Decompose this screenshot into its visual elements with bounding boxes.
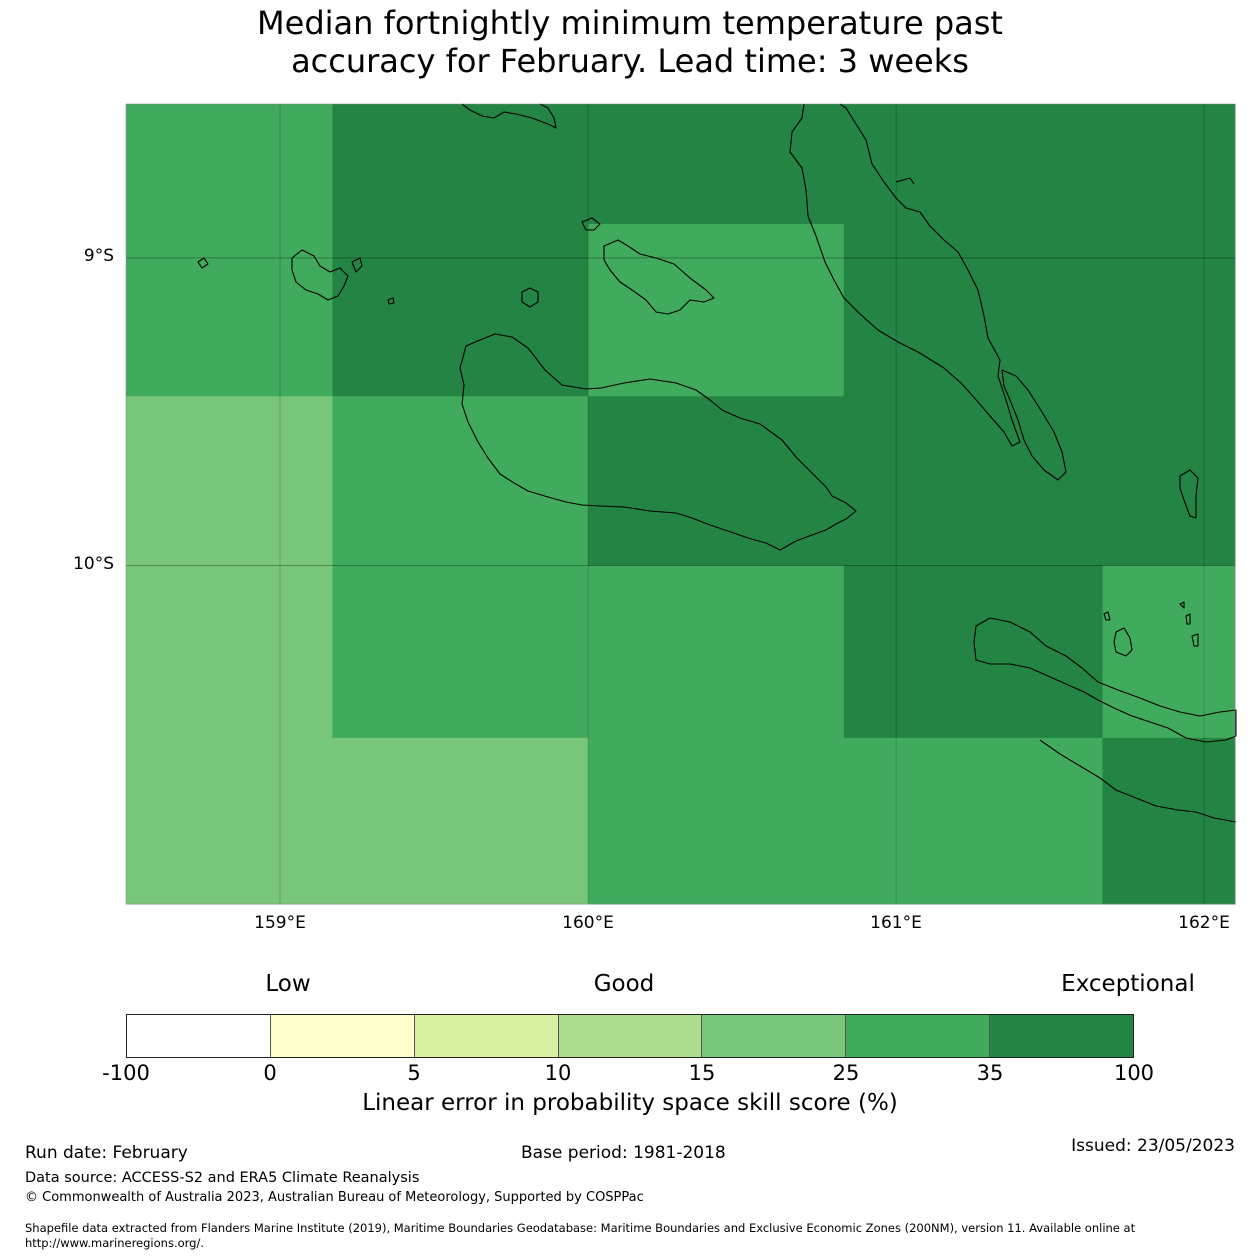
shapefile-credit-line-1: Shapefile data extracted from Flanders M…	[25, 1221, 1136, 1235]
colorbar-segment-2	[270, 1015, 415, 1057]
coastline-russell	[291, 249, 349, 301]
legend-category-low: Low	[265, 971, 311, 997]
coastline-isabel	[461, 103, 557, 129]
colorbar-segment-7	[990, 1015, 1134, 1057]
coastline-ugi	[1113, 627, 1133, 657]
legend-category-good: Good	[593, 971, 655, 997]
coastline-makira-south	[1039, 739, 1237, 823]
coastline-islet-1	[197, 257, 209, 269]
coastline-russell-2	[351, 257, 363, 273]
colorbar-title: Linear error in probability space skill …	[362, 1090, 898, 1116]
base-period: Base period: 1981-2018	[521, 1143, 726, 1163]
coastline-makira	[973, 617, 1237, 743]
skill-cell	[126, 396, 333, 905]
y-tick-10s: 10°S	[73, 554, 114, 574]
colorbar-segment-5	[702, 1015, 847, 1057]
colorbar-segment-4	[558, 1015, 703, 1057]
colorbar-segment-6	[846, 1015, 991, 1057]
graticule	[126, 104, 1235, 904]
skill-cell	[332, 396, 589, 567]
coastline-guadalcanal	[459, 333, 857, 551]
coastline-islet-6	[1191, 633, 1199, 647]
chart-title: Median fortnightly minimum temperature p…	[0, 4, 1260, 80]
legend-category-exceptional: Exceptional	[1061, 971, 1195, 997]
coastline-islet-3	[1103, 611, 1111, 621]
x-tick-162: 162°E	[1178, 913, 1230, 933]
skill-cell	[588, 104, 845, 225]
colorbar-tick-label: 5	[407, 1061, 421, 1085]
skill-cell	[588, 224, 845, 397]
skill-cell	[332, 737, 589, 905]
colorbar-tick-label: 100	[1113, 1061, 1155, 1085]
colorbar-tick-label: -100	[102, 1061, 150, 1085]
skill-cell	[843, 565, 1104, 739]
skill-cell	[1102, 565, 1236, 739]
data-source: Data source: ACCESS-S2 and ERA5 Climate …	[25, 1170, 420, 1186]
coastline-savo	[521, 287, 539, 308]
skill-cell	[588, 396, 1236, 567]
title-line-2: accuracy for February. Lead time: 3 week…	[291, 42, 969, 80]
skill-cell	[588, 565, 845, 905]
x-tick-161: 161°E	[870, 913, 922, 933]
coastlines	[197, 103, 1237, 823]
y-tick-9s: 9°S	[83, 246, 114, 266]
coastline-maramasike	[1001, 369, 1067, 481]
coastline-malaita-islet	[895, 177, 915, 185]
skill-grid-cells	[126, 104, 1236, 905]
coastline-florida-north	[581, 217, 601, 231]
coastline-islet-2	[387, 297, 395, 305]
skill-cell	[126, 104, 333, 243]
skill-cell	[126, 242, 333, 397]
copyright: © Commonwealth of Australia 2023, Austra…	[25, 1190, 644, 1205]
coastline-ulawa	[1179, 469, 1199, 519]
x-tick-160: 160°E	[562, 913, 614, 933]
issued-date: Issued: 23/05/2023	[1071, 1136, 1235, 1156]
coastline-islet-5	[1185, 613, 1191, 625]
colorbar-tick-label: 25	[832, 1061, 860, 1085]
skill-cell	[843, 104, 1236, 397]
colorbar-tick-label: 0	[263, 1061, 277, 1085]
coastline-malaita	[789, 103, 1021, 447]
x-tick-159: 159°E	[254, 913, 306, 933]
coastline-islet-4	[1179, 601, 1185, 609]
skill-cell	[332, 242, 589, 397]
colorbar-tick-label: 15	[688, 1061, 716, 1085]
skill-cell	[1102, 737, 1236, 905]
colorbar-tick-label: 10	[544, 1061, 572, 1085]
colorbar-segment-1	[127, 1015, 271, 1057]
coastline-nggela	[603, 239, 715, 315]
skill-cell	[332, 104, 589, 243]
shapefile-credit-line-2: http://www.marineregions.org/.	[25, 1236, 204, 1250]
colorbar-tick-label: 35	[976, 1061, 1004, 1085]
colorbar-segment-3	[414, 1015, 559, 1057]
skill-cell	[332, 565, 589, 739]
skill-cell	[843, 737, 1104, 905]
colorbar	[126, 1014, 1134, 1058]
run-date: Run date: February	[25, 1143, 188, 1163]
title-line-1: Median fortnightly minimum temperature p…	[257, 4, 1003, 42]
map-frame	[125, 103, 1236, 905]
